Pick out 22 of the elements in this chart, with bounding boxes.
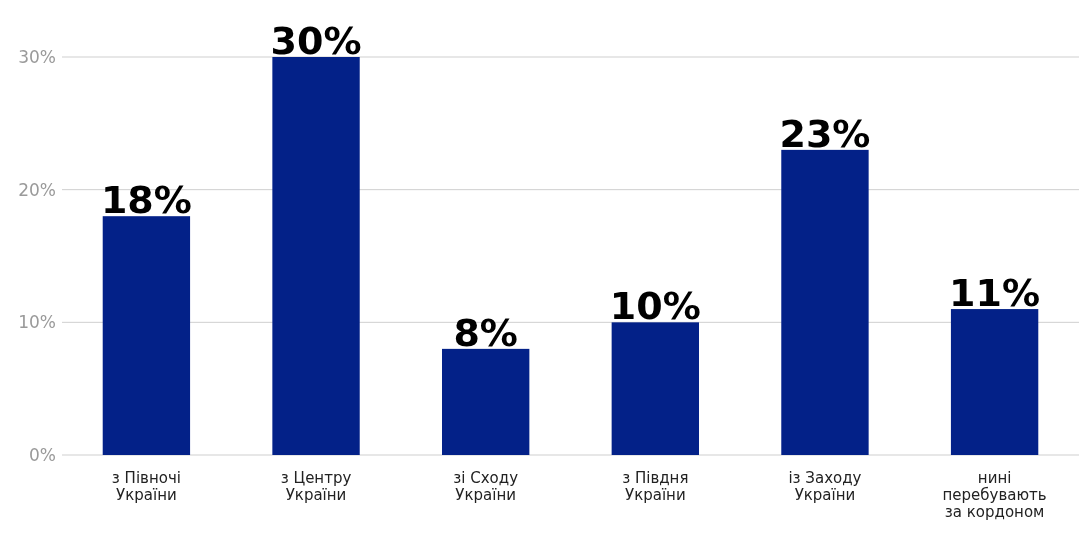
- x-tick-label: нині перебувають за кордоном: [942, 469, 1047, 521]
- bar: [442, 348, 530, 455]
- bar: [272, 57, 360, 455]
- data-label: 8%: [453, 310, 518, 355]
- x-tick-label: з Півночі України: [111, 469, 181, 504]
- x-tick-label: зі Сходу України: [453, 469, 519, 504]
- y-tick-label: 30%: [18, 46, 56, 67]
- x-tick-label: з Центру України: [280, 469, 352, 504]
- data-label: 10%: [609, 284, 701, 329]
- y-tick-label: 20%: [18, 179, 56, 200]
- data-label: 18%: [100, 178, 192, 223]
- bar: [102, 216, 191, 455]
- bar: [611, 322, 699, 455]
- x-tick-label: з Півдня України: [622, 469, 689, 504]
- data-label: 23%: [779, 111, 871, 156]
- y-tick-label: 0%: [29, 444, 56, 465]
- bar: [950, 309, 1039, 455]
- data-label: 30%: [270, 19, 362, 63]
- x-tick-label: із Заходу України: [788, 469, 862, 504]
- y-tick-label: 10%: [18, 312, 56, 333]
- data-label: 11%: [949, 271, 1041, 316]
- bar: [781, 149, 869, 455]
